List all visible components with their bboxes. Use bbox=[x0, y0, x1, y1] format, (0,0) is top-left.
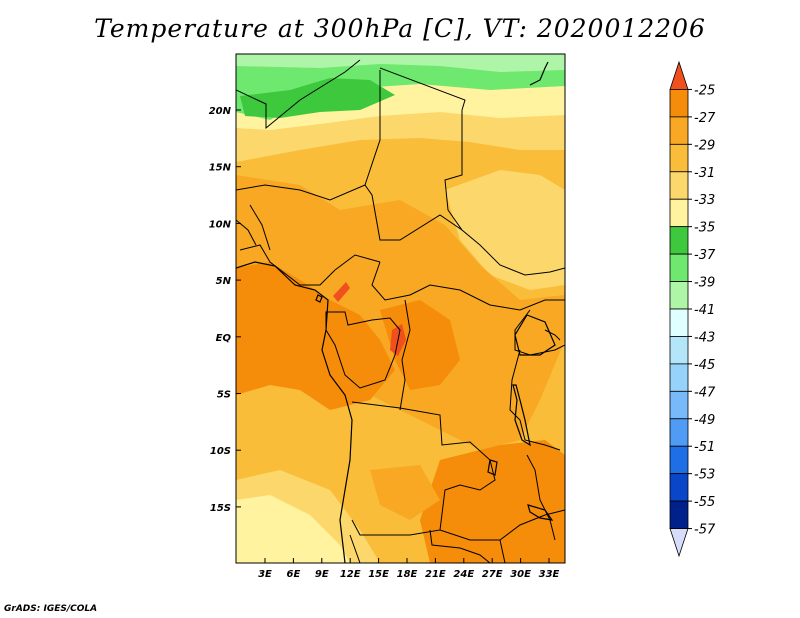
colorbar-swatch bbox=[669, 198, 689, 228]
lat-tick-label: 15N bbox=[209, 163, 232, 174]
field-37-north bbox=[240, 78, 395, 118]
lon-tick-label: 30E bbox=[510, 569, 531, 580]
lon-tick-label: 18E bbox=[397, 569, 418, 580]
field-33-east bbox=[445, 170, 565, 290]
colorbar-bottom-arrow bbox=[669, 528, 689, 558]
colorbar-label: -29 bbox=[694, 138, 715, 153]
colorbar-swatch bbox=[669, 253, 689, 282]
lon-tick-label: 33E bbox=[539, 569, 560, 580]
lon-tick-label: 21E bbox=[425, 569, 446, 580]
colorbar-label: -55 bbox=[694, 495, 715, 510]
colorbar-label: -39 bbox=[694, 276, 715, 291]
field-41-north bbox=[236, 54, 565, 72]
colorbar-swatch bbox=[669, 89, 689, 118]
colorbar-label: -41 bbox=[694, 303, 715, 318]
grads-credit: GrADS: IGES/COLA bbox=[4, 604, 98, 614]
lon-tick-label: 9E bbox=[315, 569, 329, 580]
colorbar-swatch bbox=[669, 116, 689, 145]
colorbar-label: -51 bbox=[694, 440, 715, 455]
lon-tick-label: 15E bbox=[368, 569, 389, 580]
colorbar-swatch bbox=[669, 418, 689, 447]
field-25-spot-a bbox=[333, 282, 350, 302]
colorbar-label: -53 bbox=[694, 468, 715, 483]
colorbar-swatch bbox=[669, 281, 689, 310]
lat-tick-label: EQ bbox=[216, 333, 232, 344]
colorbar-label: -31 bbox=[694, 166, 715, 181]
lon-tick-label: 3E bbox=[258, 569, 272, 580]
colorbar: -25 -27 -29 -31 -33 -35 -37 -39 -41 -43 -45 -47 -49 -… bbox=[669, 60, 716, 558]
colorbar-swatch bbox=[669, 336, 689, 365]
field-29-south-patch bbox=[370, 465, 440, 520]
lon-tick-label: 24E bbox=[453, 569, 474, 580]
colorbar-label: -35 bbox=[694, 221, 715, 236]
colorbar-swatch bbox=[669, 226, 689, 255]
plot-frame bbox=[235, 53, 566, 564]
lon-tick-label: 6E bbox=[287, 569, 301, 580]
colorbar-label: -25 bbox=[694, 83, 715, 98]
lat-tick-label: 5S bbox=[217, 390, 231, 401]
colorbar-swatch bbox=[669, 363, 689, 392]
field-39-north bbox=[236, 54, 565, 120]
colorbar-label: -49 bbox=[694, 413, 715, 428]
colorbar-swatch bbox=[669, 445, 689, 475]
colorbar-swatch bbox=[669, 171, 689, 200]
colorbar-label: -47 bbox=[694, 385, 716, 400]
lat-tick-label: 10S bbox=[210, 446, 231, 457]
field-35-south bbox=[236, 495, 350, 563]
lon-tick-label: 12E bbox=[340, 569, 361, 580]
colorbar-label: -37 bbox=[694, 248, 716, 263]
lat-tick-label: 20N bbox=[209, 106, 232, 117]
chart-title: Temperature at 300hPa [C], VT: 202001220… bbox=[94, 14, 706, 43]
colorbar-swatch bbox=[669, 390, 689, 420]
colorbar-swatch bbox=[669, 143, 689, 173]
colorbar-swatch bbox=[669, 500, 689, 529]
colorbar-swatch bbox=[669, 308, 689, 337]
lat-tick-label: 15S bbox=[210, 503, 231, 514]
latitude-axis: 20N 15N 10N 5N EQ 5S 10S 15S bbox=[209, 106, 241, 514]
colorbar-label: -43 bbox=[694, 330, 715, 345]
lat-tick-label: 5N bbox=[216, 276, 232, 287]
colorbar-label: -45 bbox=[694, 358, 715, 373]
field-27-congo bbox=[380, 300, 460, 390]
lon-tick-label: 27E bbox=[482, 569, 503, 580]
coastlines bbox=[236, 61, 556, 563]
field-27-west bbox=[236, 262, 395, 410]
temperature-field bbox=[236, 54, 565, 563]
colorbar-label: -27 bbox=[694, 111, 716, 126]
colorbar-label: -57 bbox=[694, 523, 716, 538]
colorbar-top-arrow bbox=[669, 60, 689, 90]
longitude-axis: 3E 6E 9E 12E 15E 18E 21E 24E 27E 30E 33E bbox=[258, 558, 560, 580]
colorbar-swatch bbox=[669, 473, 689, 502]
lat-tick-label: 10N bbox=[209, 219, 232, 230]
colorbar-label: -33 bbox=[694, 193, 715, 208]
field-27-southeast bbox=[420, 440, 565, 563]
